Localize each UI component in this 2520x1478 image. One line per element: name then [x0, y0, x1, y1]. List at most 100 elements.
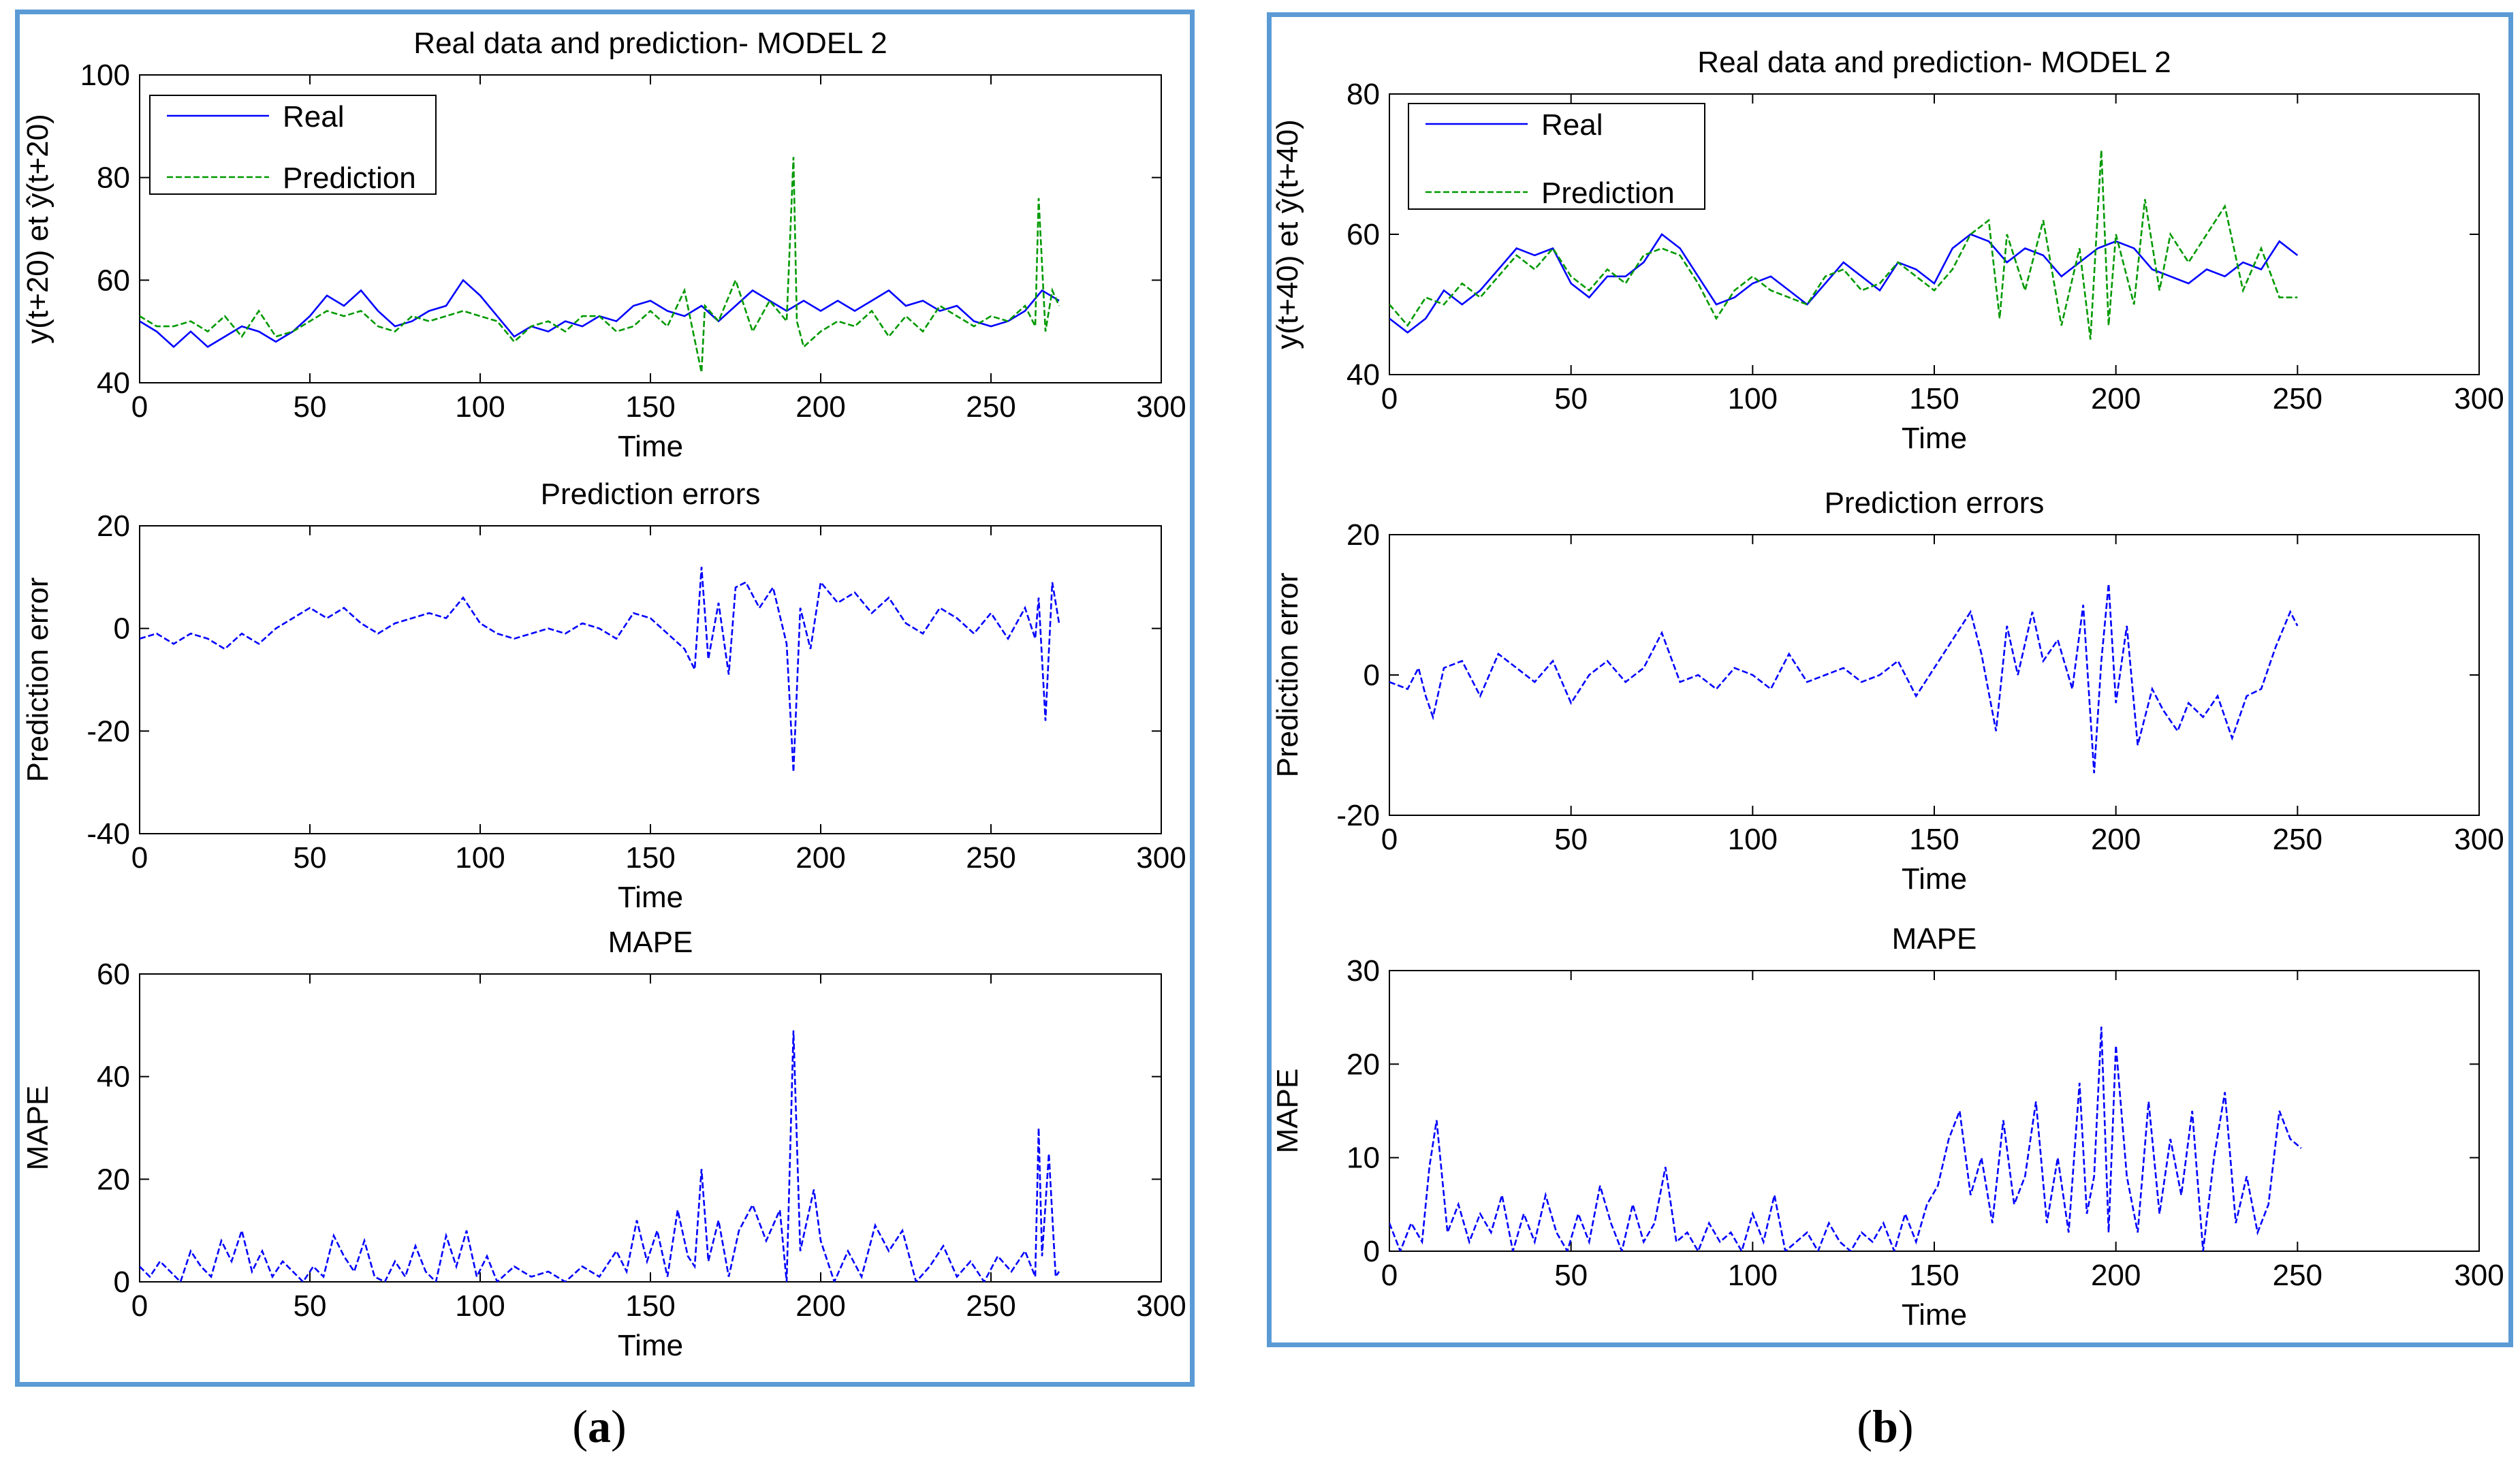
x-tick-label: 50 [294, 1289, 327, 1323]
x-tick-label: 300 [1136, 841, 1186, 875]
x-tick-label: 100 [455, 390, 505, 424]
x-tick-label: 100 [1728, 382, 1778, 415]
y-tick-label: 100 [80, 59, 130, 92]
plot-frame [1389, 534, 2480, 816]
chart-title: MAPE [608, 926, 693, 959]
x-axis-label: Time [618, 881, 683, 914]
y-tick-label: 60 [1346, 218, 1380, 251]
x-tick-label: 150 [625, 1289, 675, 1323]
plot-frame [139, 525, 1162, 834]
caption-b: (b) [1857, 1400, 1914, 1452]
legend-label-real: Real [283, 100, 345, 133]
x-axis-label: Time [1902, 862, 1967, 896]
x-tick-label: 50 [1554, 1259, 1588, 1292]
x-axis-label: Time [1902, 422, 1967, 455]
y-tick-label: 0 [114, 612, 130, 646]
series-mape-line [140, 1030, 1060, 1282]
x-tick-label: 250 [966, 1289, 1015, 1323]
chart-a-mid: 0 50 100 150 200 250 300 -40 -20 0 20 Prediction er… [21, 477, 1186, 914]
y-tick-label: 80 [1346, 78, 1380, 111]
x-tick-label: 200 [796, 1289, 845, 1323]
y-tick-label: 0 [1364, 659, 1380, 692]
chart-title: Prediction errors [541, 477, 761, 511]
y-axis-label: Prediction error [21, 578, 54, 783]
chart-b-top: 0 50 100 150 200 250 300 40 60 80 Real data and pr… [1271, 46, 2504, 455]
x-tick-label: 100 [1728, 823, 1778, 856]
x-tick-label: 300 [1136, 390, 1186, 424]
x-tick-label: 300 [2454, 1259, 2504, 1292]
plot-frame [139, 973, 1162, 1283]
x-tick-label: 50 [1554, 823, 1588, 856]
plot-frame [1389, 970, 2480, 1252]
chart-title: Real data and prediction- MODEL 2 [413, 27, 887, 60]
y-tick-label: 20 [1346, 1048, 1380, 1081]
x-axis-label: Time [1902, 1298, 1967, 1332]
series-mape-line [1389, 1026, 2302, 1251]
y-tick-label: 30 [1346, 954, 1380, 988]
x-tick-label: 50 [294, 841, 327, 875]
series-prediction-error-line [1389, 583, 2299, 774]
y-axis-label: Prediction error [1271, 573, 1304, 778]
x-tick-label: 150 [1909, 1259, 1959, 1292]
x-tick-label: 250 [966, 390, 1015, 424]
x-tick-label: 100 [455, 841, 505, 875]
x-tick-label: 0 [1381, 1259, 1398, 1292]
x-tick-label: 250 [2273, 382, 2322, 415]
x-tick-label: 150 [1909, 823, 1959, 856]
x-tick-label: 50 [294, 390, 327, 424]
y-tick-label: 40 [97, 1060, 130, 1094]
x-tick-label: 0 [131, 841, 148, 875]
x-tick-label: 100 [1728, 1259, 1778, 1292]
x-tick-label: 250 [2273, 1259, 2322, 1292]
x-tick-label: 0 [131, 1289, 148, 1323]
x-tick-label: 50 [1554, 382, 1588, 415]
series-prediction-error-line [140, 567, 1060, 772]
chart-title: Prediction errors [1825, 486, 2045, 520]
legend-label-prediction: Prediction [1541, 176, 1675, 210]
x-tick-label: 300 [2454, 823, 2504, 856]
caption-a: (a) [572, 1400, 627, 1452]
y-axis-label: MAPE [1271, 1069, 1304, 1154]
x-tick-label: 150 [625, 841, 675, 875]
y-tick-label: -20 [1336, 799, 1380, 832]
y-axis-label: y(t+20) et ŷ(t+20) [21, 114, 54, 343]
x-axis-label: Time [618, 1329, 683, 1362]
x-tick-label: 300 [2454, 382, 2504, 415]
y-tick-label: 20 [97, 509, 130, 543]
chart-a-bot: 0 50 100 150 200 250 300 0 20 40 60 MAPE Time MAPE [21, 926, 1186, 1362]
x-tick-label: 250 [2273, 823, 2322, 856]
x-tick-label: 200 [796, 390, 845, 424]
x-axis-label: Time [618, 430, 683, 463]
y-tick-label: 40 [97, 366, 130, 400]
x-tick-label: 200 [796, 841, 845, 875]
x-tick-label: 150 [1909, 382, 1959, 415]
y-tick-label: -40 [86, 817, 130, 851]
series-prediction-line [140, 157, 1060, 373]
chart-title: Real data and prediction- MODEL 2 [1697, 46, 2171, 79]
x-tick-label: 200 [2091, 823, 2141, 856]
y-tick-label: 60 [97, 958, 130, 991]
legend-label-real: Real [1541, 108, 1603, 142]
x-tick-label: 200 [2091, 1259, 2141, 1292]
x-tick-label: 250 [966, 841, 1015, 875]
x-tick-label: 0 [1381, 382, 1398, 415]
x-tick-label: 200 [2091, 382, 2141, 415]
y-tick-label: 40 [1346, 358, 1380, 392]
x-tick-label: 0 [1381, 823, 1398, 856]
y-tick-label: 0 [1364, 1235, 1380, 1268]
y-axis-label: MAPE [21, 1086, 54, 1171]
chart-a-top: 0 50 100 150 200 250 300 40 60 80 100 Real data and… [21, 27, 1186, 463]
y-tick-label: 20 [97, 1163, 130, 1196]
y-tick-label: 10 [1346, 1142, 1380, 1175]
y-tick-label: 0 [114, 1265, 130, 1299]
y-tick-label: -20 [86, 714, 130, 748]
legend-label-prediction: Prediction [283, 161, 416, 195]
y-tick-label: 60 [97, 264, 130, 297]
x-tick-label: 100 [455, 1289, 505, 1323]
chart-title: MAPE [1892, 922, 1977, 956]
x-tick-label: 150 [625, 390, 675, 424]
x-tick-label: 0 [131, 390, 148, 424]
series-real-line [1389, 233, 2299, 334]
chart-b-bot: 0 50 100 150 200 250 300 0 10 20 30 MAPE Time MAPE [1271, 922, 2504, 1332]
